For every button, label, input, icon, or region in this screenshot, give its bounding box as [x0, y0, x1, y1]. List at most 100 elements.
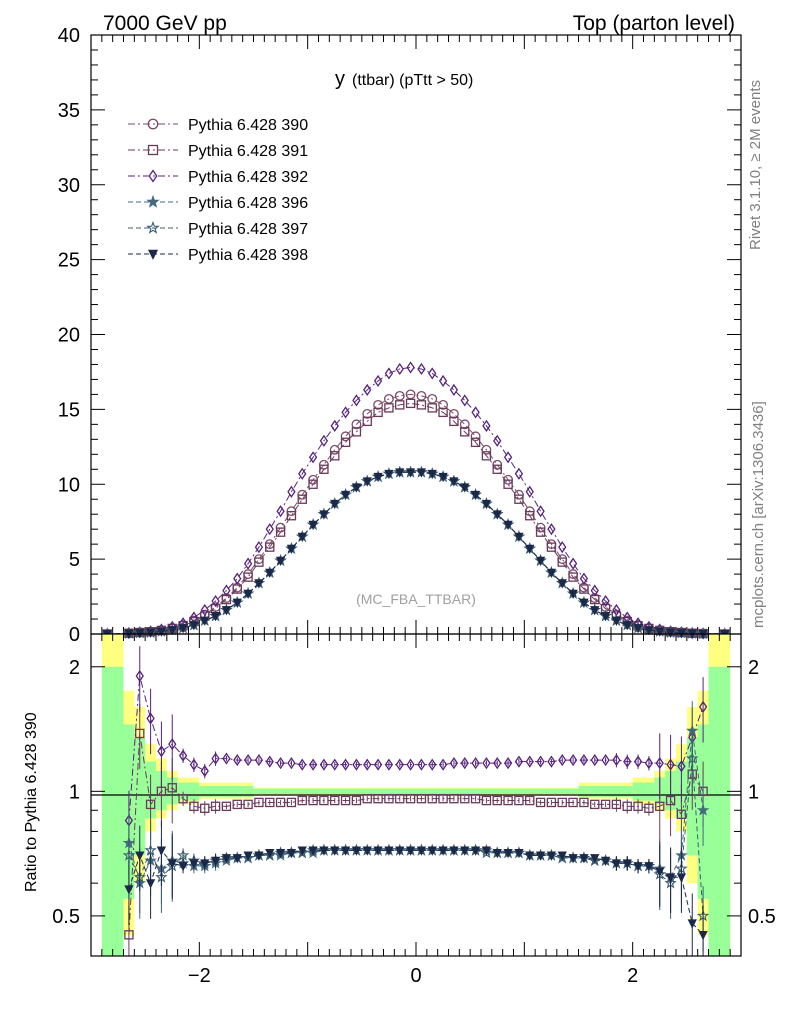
- ratio-data-point: [319, 758, 329, 771]
- mcplots-reference-label: mcplots.cern.ch [arXiv:1306.3436]: [750, 401, 767, 628]
- ratio-data-point: [352, 758, 361, 771]
- main-data-point: [167, 626, 177, 636]
- main-data-point: [416, 468, 427, 478]
- ratio-data-point: [611, 859, 622, 869]
- main-data-point: [233, 572, 242, 585]
- ratio-y-tick-label-right: 0.5: [748, 906, 776, 928]
- ratio-data-point: [525, 851, 535, 861]
- main-data-point: [210, 612, 221, 622]
- main-data-point: [362, 408, 373, 419]
- main-plot-panel: 0 5 10 15 20 25 30 35 40 y (ttbar) (pTtt > 50) (…: [58, 25, 742, 646]
- ratio-y-axis-label: Ratio to Pythia 6.428 390: [23, 712, 40, 892]
- ratio-data-point: [243, 799, 253, 810]
- main-data-point: [568, 572, 578, 582]
- ratio-data-point: [286, 797, 297, 808]
- ratio-data-point: [200, 859, 210, 869]
- ratio-data-point: [612, 753, 621, 767]
- main-data-point: [405, 398, 416, 409]
- main-data-point: [557, 557, 567, 567]
- main-data-point: [644, 626, 654, 636]
- ratio-data-point: [535, 797, 546, 808]
- ratio-band-green: [578, 786, 633, 797]
- ratio-data-point: [568, 854, 578, 864]
- legend-entry-label: Pythia 6.428 391: [188, 143, 308, 160]
- main-data-point: [145, 628, 156, 638]
- main-data-point: [221, 606, 232, 616]
- ratio-data-point: [503, 757, 513, 770]
- main-data-point: [394, 390, 405, 401]
- ratio-data-point: [210, 801, 221, 812]
- ratio-data-point: [297, 795, 307, 806]
- ratio-data-point: [221, 854, 232, 864]
- main-data-point: [557, 579, 567, 589]
- ratio-data-point: [265, 755, 274, 768]
- ratio-data-point: [189, 801, 199, 812]
- ratio-data-point: [438, 846, 448, 856]
- main-y-tick-label: 40: [58, 25, 80, 47]
- main-data-point: [655, 627, 665, 637]
- ratio-data-point: [384, 793, 394, 804]
- ratio-data-point: [685, 751, 699, 764]
- ratio-data-point: [275, 797, 286, 808]
- main-data-point: [482, 419, 491, 432]
- main-data-point: [460, 483, 470, 493]
- main-data-point: [330, 499, 340, 510]
- main-data-point: [340, 490, 351, 501]
- ratio-data-point: [579, 797, 589, 808]
- ratio-band-green: [134, 737, 146, 856]
- main-data-point: [558, 541, 567, 554]
- ratio-data-point: [535, 851, 546, 861]
- main-data-point: [308, 520, 318, 531]
- ratio-data-point: [416, 846, 427, 856]
- main-data-point: [470, 437, 481, 448]
- ratio-data-point: [470, 846, 481, 856]
- ratio-data-point: [492, 849, 502, 859]
- main-data-point: [189, 621, 199, 631]
- main-data-point: [438, 399, 449, 410]
- ratio-data-point: [666, 758, 675, 771]
- ratio-data-point: [178, 793, 188, 804]
- main-data-point: [405, 468, 416, 478]
- ratio-data-point: [156, 786, 167, 797]
- main-data-point: [275, 556, 286, 567]
- ratio-data-point: [568, 797, 578, 808]
- ratio-data-point: [449, 793, 459, 804]
- main-data-point: [362, 477, 372, 487]
- main-data-point: [363, 383, 372, 397]
- main-data-point: [492, 510, 502, 520]
- ratio-series-line: [128, 675, 704, 821]
- ratio-data-point: [601, 753, 610, 767]
- ratio-data-point: [254, 753, 264, 767]
- main-data-point: [665, 628, 676, 638]
- ratio-band-green: [199, 786, 254, 797]
- ratio-data-point: [427, 793, 437, 804]
- main-y-tick-label: 25: [58, 250, 80, 272]
- main-y-tick-label: 0: [69, 624, 80, 646]
- main-data-point: [253, 554, 264, 565]
- main-data-point: [546, 542, 557, 552]
- main-data-point: [568, 589, 578, 599]
- main-data-point: [438, 374, 448, 388]
- ratio-data-point: [200, 803, 210, 813]
- main-data-point: [438, 472, 448, 483]
- ratio-y-tick-label-right: 2: [748, 657, 759, 679]
- ratio-x-tick-label: 0: [410, 965, 421, 987]
- ratio-data-point: [493, 757, 502, 770]
- main-data-point: [622, 621, 632, 631]
- ratio-band-green: [632, 782, 655, 801]
- main-data-point: [503, 520, 513, 531]
- ratio-data-point: [438, 793, 448, 804]
- ratio-band-green: [101, 666, 124, 956]
- ratio-data-point: [698, 930, 708, 941]
- main-data-point: [373, 399, 384, 410]
- ratio-data-point: [481, 846, 492, 856]
- main-data-point: [232, 584, 242, 594]
- main-data-point: [351, 419, 362, 430]
- ratio-data-point: [482, 757, 491, 770]
- main-data-point: [427, 469, 437, 480]
- main-data-point: [156, 627, 167, 637]
- ratio-x-tick-label: −2: [188, 965, 211, 987]
- ratio-data-point: [176, 848, 190, 861]
- ratio-data-point: [351, 846, 362, 856]
